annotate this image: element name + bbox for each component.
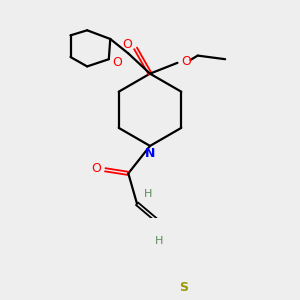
Text: O: O [181,55,191,68]
Text: O: O [112,56,122,69]
Text: S: S [179,281,188,294]
Text: O: O [92,162,101,175]
Text: N: N [145,147,155,160]
Text: H: H [154,236,163,246]
Text: O: O [122,38,132,51]
Text: H: H [144,189,153,199]
